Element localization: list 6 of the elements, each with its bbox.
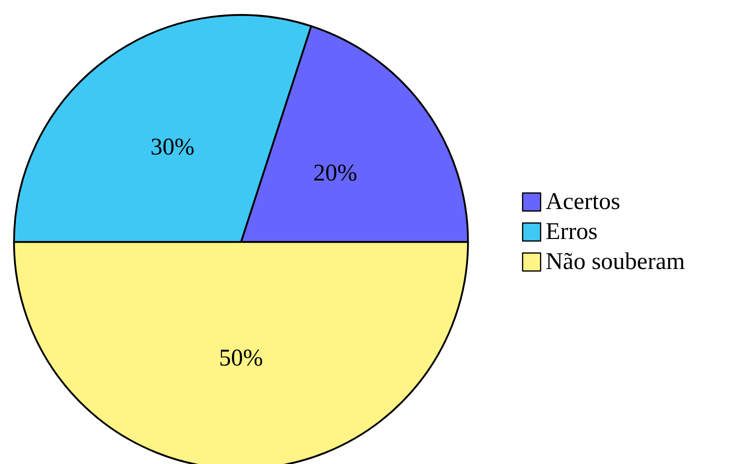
legend-label: Erros <box>546 219 598 245</box>
data-label: 20% <box>313 160 358 187</box>
legend-label: Não souberam <box>546 249 686 275</box>
data-label: 30% <box>150 134 195 161</box>
legend-label: Acertos <box>546 189 620 215</box>
data-label: 50% <box>219 346 263 372</box>
